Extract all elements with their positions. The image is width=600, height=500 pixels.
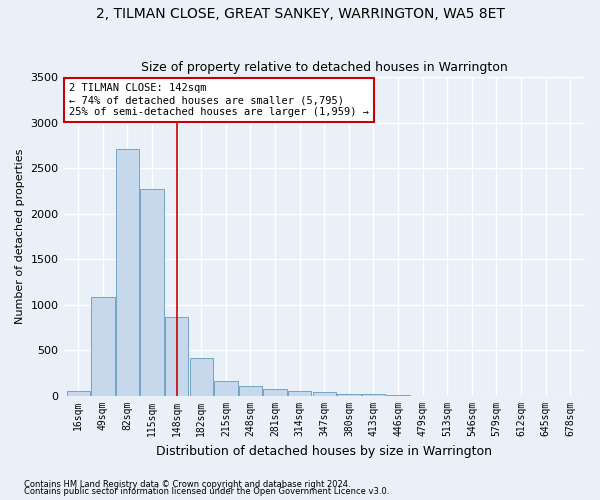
Bar [67,392,90,396]
X-axis label: Distribution of detached houses by size in Warrington: Distribution of detached houses by size … [156,444,492,458]
Bar [313,392,336,396]
Bar [214,380,238,396]
Bar [239,386,262,396]
Y-axis label: Number of detached properties: Number of detached properties [15,149,25,324]
Text: 2 TILMAN CLOSE: 142sqm
← 74% of detached houses are smaller (5,795)
25% of semi-: 2 TILMAN CLOSE: 142sqm ← 74% of detached… [69,84,369,116]
Bar [386,395,410,396]
Text: 2, TILMAN CLOSE, GREAT SANKEY, WARRINGTON, WA5 8ET: 2, TILMAN CLOSE, GREAT SANKEY, WARRINGTO… [95,8,505,22]
Text: Contains public sector information licensed under the Open Government Licence v3: Contains public sector information licen… [24,487,389,496]
Text: Contains HM Land Registry data © Crown copyright and database right 2024.: Contains HM Land Registry data © Crown c… [24,480,350,489]
Bar [165,317,188,396]
Bar [362,394,385,396]
Title: Size of property relative to detached houses in Warrington: Size of property relative to detached ho… [141,62,508,74]
Bar [116,149,139,396]
Bar [140,189,164,396]
Bar [190,358,213,396]
Bar [337,394,361,396]
Bar [91,296,115,396]
Bar [288,391,311,396]
Bar [263,389,287,396]
